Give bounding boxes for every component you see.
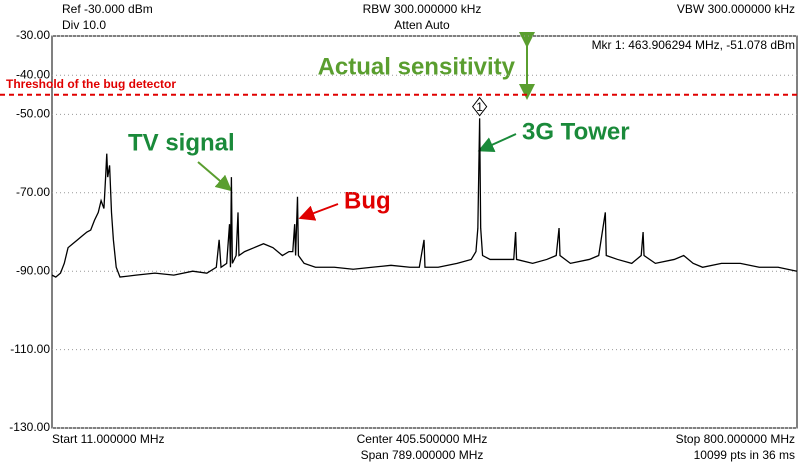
y-tick-label: -130.00 — [9, 420, 50, 434]
tower-label: 3G Tower — [522, 118, 630, 145]
marker-label: 1 — [476, 100, 483, 114]
trace — [51, 118, 798, 278]
start: Start 11.000000 MHz — [52, 432, 165, 446]
stop: Stop 800.000000 MHz — [676, 432, 795, 446]
div: Div 10.0 — [62, 18, 106, 32]
atten: Atten Auto — [394, 18, 450, 32]
span: Span 789.000000 MHz — [361, 448, 484, 462]
vbw: VBW 300.000000 kHz — [677, 2, 795, 16]
y-tick-label: -30.00 — [16, 28, 50, 42]
center: Center 405.500000 MHz — [357, 432, 488, 446]
y-tick-label: -90.00 — [16, 263, 50, 277]
sensitivity-label: Actual sensitivity — [318, 53, 516, 80]
y-tick-label: -40.00 — [16, 67, 50, 81]
marker-diamond — [472, 96, 488, 117]
ref-level: Ref -30.000 dBm — [62, 2, 153, 16]
threshold-label: Threshold of the bug detector — [6, 77, 176, 91]
points: 10099 pts in 36 ms — [694, 448, 795, 462]
marker-readout: Mkr 1: 463.906294 MHz, -51.078 dBm — [592, 38, 795, 52]
y-tick-label: -110.00 — [10, 342, 50, 356]
rbw: RBW 300.000000 kHz — [363, 2, 482, 16]
tv-arrow — [197, 161, 233, 192]
tv-label: TV signal — [128, 129, 235, 156]
y-tick-label: -70.00 — [16, 185, 50, 199]
y-tick-label: -50.00 — [16, 107, 50, 121]
bug-label: Bug — [344, 187, 391, 214]
bug-arrow — [298, 203, 339, 221]
tower-arrow — [477, 133, 517, 152]
